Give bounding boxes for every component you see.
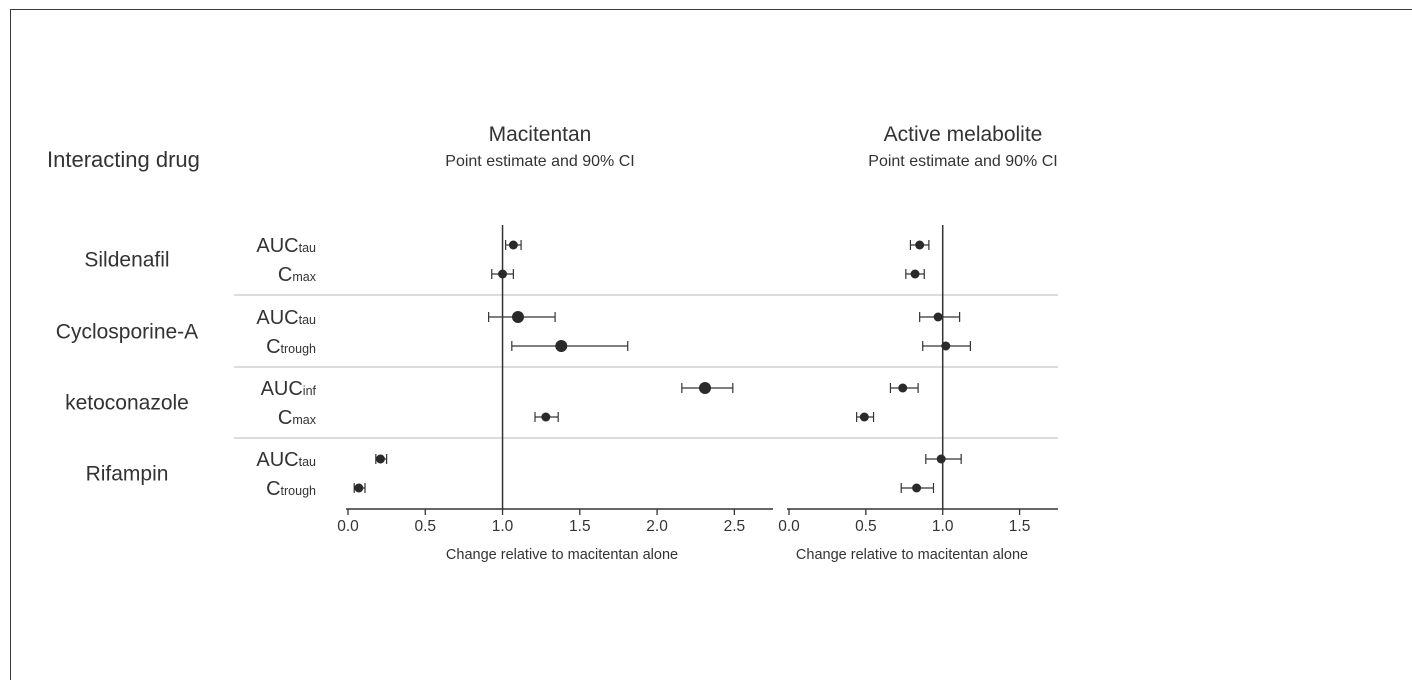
point-estimate	[898, 383, 908, 393]
x-tick-label: 0.5	[414, 518, 436, 535]
point-estimate	[375, 454, 385, 464]
point-estimate	[354, 483, 364, 493]
parameter-label: AUCinf	[261, 378, 317, 400]
metabolite-subtitle: Point estimate and 90% CI	[868, 153, 1057, 170]
parameter-label: AUCtau	[256, 235, 316, 257]
x-tick-label: 1.0	[932, 518, 954, 535]
x-tick-label: 0.0	[337, 518, 359, 535]
point-estimate	[910, 269, 920, 279]
plot-elements: Sildenafil AUCtau Cmax Cyclosporine-A AUCtau…	[56, 225, 1058, 535]
point-estimate	[699, 382, 711, 394]
metabolite-panel-title: Active melabolite Point estimate and 90%…	[868, 123, 1057, 170]
x-tick-label: 1.5	[1009, 518, 1031, 535]
drug-name-sildenafil: Sildenafil	[84, 249, 169, 272]
point-estimate	[941, 341, 951, 351]
point-estimate	[555, 340, 568, 352]
x-tick-label: 2.5	[724, 518, 746, 535]
parameter-label: Cmax	[278, 407, 317, 429]
x-tick-label: 0.0	[778, 518, 800, 535]
point-estimate	[912, 483, 922, 493]
metabolite-x-axis-label: Change relative to macitentan alone	[796, 547, 1028, 563]
x-tick-label: 1.0	[492, 518, 514, 535]
parameter-label: Cmax	[278, 264, 317, 286]
parameter-label: AUCtau	[256, 307, 316, 329]
macitentan-panel-title: Macitentan Point estimate and 90% CI	[445, 123, 634, 170]
point-estimate	[915, 240, 925, 250]
metabolite-title: Active melabolite	[884, 123, 1043, 146]
drug-name-ketoconazole: ketoconazole	[65, 392, 189, 415]
macitentan-x-axis-label: Change relative to macitentan alone	[446, 547, 678, 563]
parameter-label: Ctrough	[266, 478, 316, 500]
drug-name-rifampin: Rifampin	[86, 463, 169, 486]
point-estimate	[936, 454, 946, 464]
macitentan-subtitle: Point estimate and 90% CI	[445, 153, 634, 170]
x-tick-label: 2.0	[646, 518, 668, 535]
macitentan-title: Macitentan	[489, 123, 592, 146]
figure-frame	[10, 9, 1412, 680]
x-tick-label: 0.5	[855, 518, 877, 535]
point-estimate	[541, 412, 551, 422]
x-tick-label: 1.5	[569, 518, 591, 535]
drug-name-cyclosporine-a: Cyclosporine-A	[56, 321, 198, 344]
point-estimate	[933, 312, 943, 322]
parameter-label: Ctrough	[266, 336, 316, 358]
point-estimate	[508, 240, 518, 250]
interacting-drug-header: Interacting drug	[47, 147, 200, 172]
point-estimate	[512, 311, 524, 323]
parameter-label: AUCtau	[256, 449, 316, 471]
point-estimate	[859, 412, 869, 422]
point-estimate	[498, 269, 508, 279]
